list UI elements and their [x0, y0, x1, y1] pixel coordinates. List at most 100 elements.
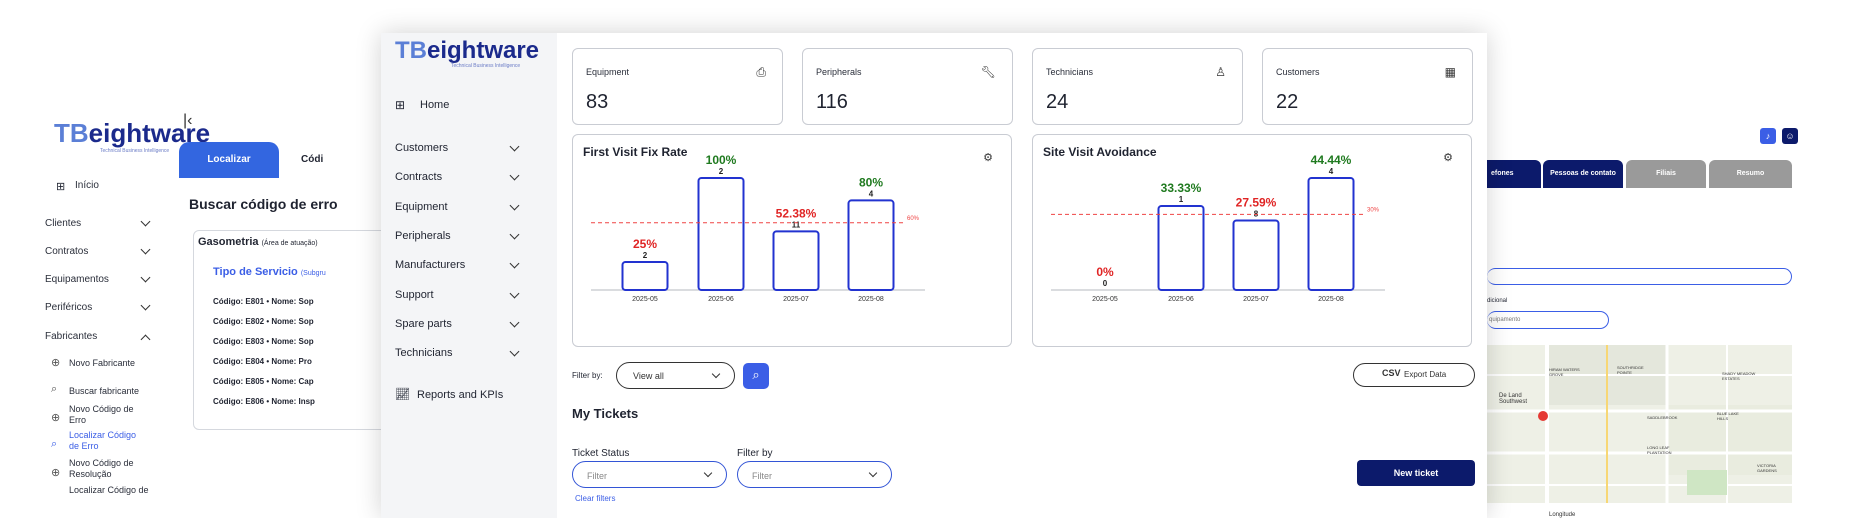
chevron-down-icon	[711, 369, 721, 379]
sidebar-item-manufacturers[interactable]: Manufacturers	[395, 259, 466, 271]
sub-localizar-codigo[interactable]: Localizar Código de	[69, 485, 149, 495]
tab-pessoas-contato[interactable]: Pessoas de contato	[1543, 160, 1623, 188]
sidebar-item-contracts[interactable]: Contracts	[395, 171, 443, 183]
select-placeholder: Filter	[587, 471, 607, 481]
new-ticket-button[interactable]: New ticket	[1357, 460, 1475, 486]
kpi-card-technicians[interactable]: Technicians ♙ 24	[1032, 48, 1243, 125]
x-tick-label: 2025-05	[632, 296, 658, 303]
filter-by-select[interactable]: Filter	[737, 461, 892, 488]
filter-label: Filter by:	[572, 371, 603, 380]
sub-novo-fabricante[interactable]: Novo Fabricante	[69, 358, 136, 368]
nav-home[interactable]: Início	[75, 180, 99, 191]
chevron-down-icon[interactable]	[509, 200, 520, 211]
chart-first-visit-fix-rate: First Visit Fix Rate ⚙ 2 25% 2025-05 2 100% 2…	[572, 134, 1012, 347]
view-filter-select[interactable]: View all	[616, 362, 735, 389]
collapse-icon[interactable]: |‹	[183, 112, 193, 129]
ticket-status-select[interactable]: Filter	[572, 461, 727, 488]
tab-resumo[interactable]: Resumo	[1709, 160, 1792, 188]
chevron-up-icon[interactable]	[140, 334, 151, 345]
chevron-down-icon[interactable]	[509, 170, 520, 181]
sidebar-item-peripherals[interactable]: Peripherals	[395, 230, 451, 242]
sidebar-item-support[interactable]: Support	[395, 289, 434, 301]
chevron-down-icon[interactable]	[140, 272, 151, 283]
chart-site-visit-avoidance: Site Visit Avoidance ⚙ 0 0% 2025-05 1 33.33%…	[1032, 134, 1472, 347]
map-label: BLUE LAKE HILLS	[1717, 411, 1739, 421]
chevron-down-icon[interactable]	[509, 317, 520, 328]
sidebar-item-technicians[interactable]: Technicians	[395, 347, 453, 359]
chart-title: First Visit Fix Rate	[583, 145, 688, 159]
chart-icon: 📈︎	[395, 387, 411, 401]
equipment-field[interactable]: quipamento	[1487, 311, 1609, 329]
tab-filiais[interactable]: Filiais	[1626, 160, 1706, 188]
bar	[1307, 177, 1355, 291]
nav-perifericos[interactable]: Periféricos	[45, 302, 93, 313]
x-tick-label: 2025-06	[708, 296, 734, 303]
sub-localizar-codigo-erro[interactable]: Localizar Código de Erro	[69, 430, 137, 451]
grid-icon: ⊞	[56, 181, 66, 193]
search-icon: ⌕	[51, 438, 58, 450]
chevron-down-icon[interactable]	[509, 288, 520, 299]
target-label: 60%	[907, 216, 920, 222]
kpi-value: 83	[586, 91, 609, 113]
plus-circle-icon: ⊕	[51, 412, 61, 424]
list-item: Código: E805 • Nome: Cap	[213, 377, 314, 386]
nav-clientes[interactable]: Clientes	[45, 218, 82, 229]
chevron-down-icon[interactable]	[140, 216, 151, 227]
sidebar-item-equipment[interactable]: Equipment	[395, 201, 448, 213]
chevron-down-icon[interactable]	[140, 244, 151, 255]
settings-icon[interactable]: ⚙	[983, 152, 993, 164]
bar-count-label: 11	[792, 220, 801, 229]
kpi-card-equipment[interactable]: Equipment ⎙ 83	[572, 48, 783, 125]
longitude-label: Longitude	[1549, 512, 1576, 518]
sub-novo-codigo-resolucao[interactable]: Novo Código de Resolução	[69, 458, 134, 479]
user-icon[interactable]: ☺	[1782, 128, 1798, 144]
x-tick-label: 2025-07	[1243, 296, 1269, 303]
map-graphic	[1487, 345, 1792, 503]
kpi-label: Peripherals	[816, 67, 862, 77]
nav-home[interactable]: Home	[420, 99, 450, 111]
x-tick-label: 2025-05	[1092, 296, 1118, 303]
text-field[interactable]	[1487, 268, 1792, 285]
sidebar-item-spare-parts[interactable]: Spare parts	[395, 318, 452, 330]
chevron-down-icon[interactable]	[509, 346, 520, 357]
kpi-card-customers[interactable]: Customers ▦ 22	[1262, 48, 1473, 125]
chevron-down-icon	[868, 468, 878, 478]
logo: TBeightware	[395, 37, 540, 64]
sub-novo-codigo-erro[interactable]: Novo Código de Erro	[69, 404, 134, 425]
bar-percent-label: 33.33%	[1161, 181, 1202, 195]
kpi-label: Equipment	[586, 67, 630, 77]
nav-fabricantes[interactable]: Fabricantes	[45, 331, 98, 342]
nav-contratos[interactable]: Contratos	[45, 246, 89, 257]
tab-localizar[interactable]: Localizar	[179, 142, 279, 178]
sidebar-item-reports[interactable]: Reports and KPIs	[417, 389, 504, 401]
search-button[interactable]: ⌕	[743, 363, 769, 389]
sub-buscar-fabricante[interactable]: Buscar fabricante	[69, 386, 140, 396]
bar-chart: 00%2025-05133.33%2025-06827.59%2025-0744…	[1051, 153, 1385, 303]
kpi-value: 116	[816, 91, 848, 113]
target-label: 30%	[1367, 207, 1380, 213]
settings-icon[interactable]: ⚙	[1443, 152, 1453, 164]
kpi-card-peripherals[interactable]: Peripherals 🔧︎ 116	[802, 48, 1013, 125]
kpi-label: Technicians	[1046, 67, 1094, 77]
bar	[697, 177, 745, 291]
tab-codigo[interactable]: Códi	[301, 154, 324, 165]
chevron-down-icon[interactable]	[509, 141, 520, 152]
field-label: dicional	[1487, 298, 1508, 304]
chevron-down-icon[interactable]	[509, 229, 520, 240]
bar-count-label: 4	[1329, 167, 1334, 176]
export-data-button[interactable]: CSV Export Data	[1353, 363, 1475, 387]
chevron-down-icon[interactable]	[509, 258, 520, 269]
sidebar-item-customers[interactable]: Customers	[395, 142, 449, 154]
clear-filters-link[interactable]: Clear filters	[575, 494, 616, 503]
map-label: LONG LEAF PLANTATION	[1647, 445, 1672, 455]
map[interactable]: De Land Southwest HIRAM WATERS GROVE SOU…	[1487, 345, 1792, 503]
bar-percent-label: 44.44%	[1311, 153, 1352, 167]
chevron-down-icon[interactable]	[140, 300, 151, 311]
x-tick-label: 2025-07	[783, 296, 809, 303]
background-left-app: TBeightware Technical Business Intellige…	[45, 100, 425, 518]
bar-percent-label: 80%	[859, 175, 883, 189]
tab-telefones[interactable]: efones	[1487, 160, 1541, 188]
nav-equipamentos[interactable]: Equipamentos	[45, 274, 109, 285]
logo-subtitle: Technical Business Intelligence	[451, 63, 521, 69]
bell-icon[interactable]: ♪	[1760, 128, 1776, 144]
